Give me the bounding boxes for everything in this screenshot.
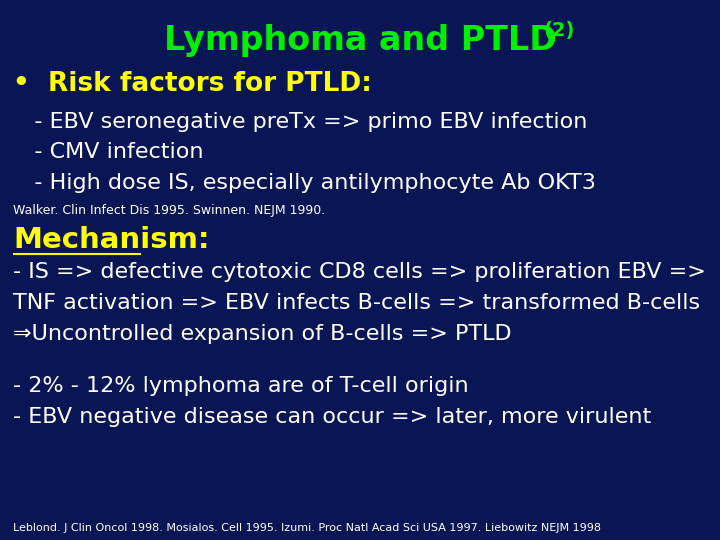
Text: Walker. Clin Infect Dis 1995. Swinnen. NEJM 1990.: Walker. Clin Infect Dis 1995. Swinnen. N… — [13, 204, 325, 217]
Text: TNF activation => EBV infects B-cells => transformed B-cells: TNF activation => EBV infects B-cells =>… — [13, 293, 700, 313]
Text: Leblond. J Clin Oncol 1998. Mosialos. Cell 1995. Izumi. Proc Natl Acad Sci USA 1: Leblond. J Clin Oncol 1998. Mosialos. Ce… — [13, 523, 601, 533]
Text: ⇒Uncontrolled expansion of B-cells => PTLD: ⇒Uncontrolled expansion of B-cells => PT… — [13, 323, 512, 344]
Text: Lymphoma and PTLD: Lymphoma and PTLD — [163, 24, 557, 57]
Text: •  Risk factors for PTLD:: • Risk factors for PTLD: — [13, 71, 372, 97]
Text: - EBV seronegative preTx => primo EBV infection: - EBV seronegative preTx => primo EBV in… — [13, 111, 588, 132]
Text: Mechanism:: Mechanism: — [13, 226, 210, 254]
Text: - 2% - 12% lymphoma are of T-cell origin: - 2% - 12% lymphoma are of T-cell origin — [13, 376, 469, 396]
Text: - CMV infection: - CMV infection — [13, 142, 204, 163]
Text: - High dose IS, especially antilymphocyte Ab OKT3: - High dose IS, especially antilymphocyt… — [13, 173, 596, 193]
Text: (2): (2) — [544, 21, 575, 40]
Text: - IS => defective cytotoxic CD8 cells => proliferation EBV =>: - IS => defective cytotoxic CD8 cells =>… — [13, 262, 706, 282]
Text: - EBV negative disease can occur => later, more virulent: - EBV negative disease can occur => late… — [13, 407, 651, 427]
